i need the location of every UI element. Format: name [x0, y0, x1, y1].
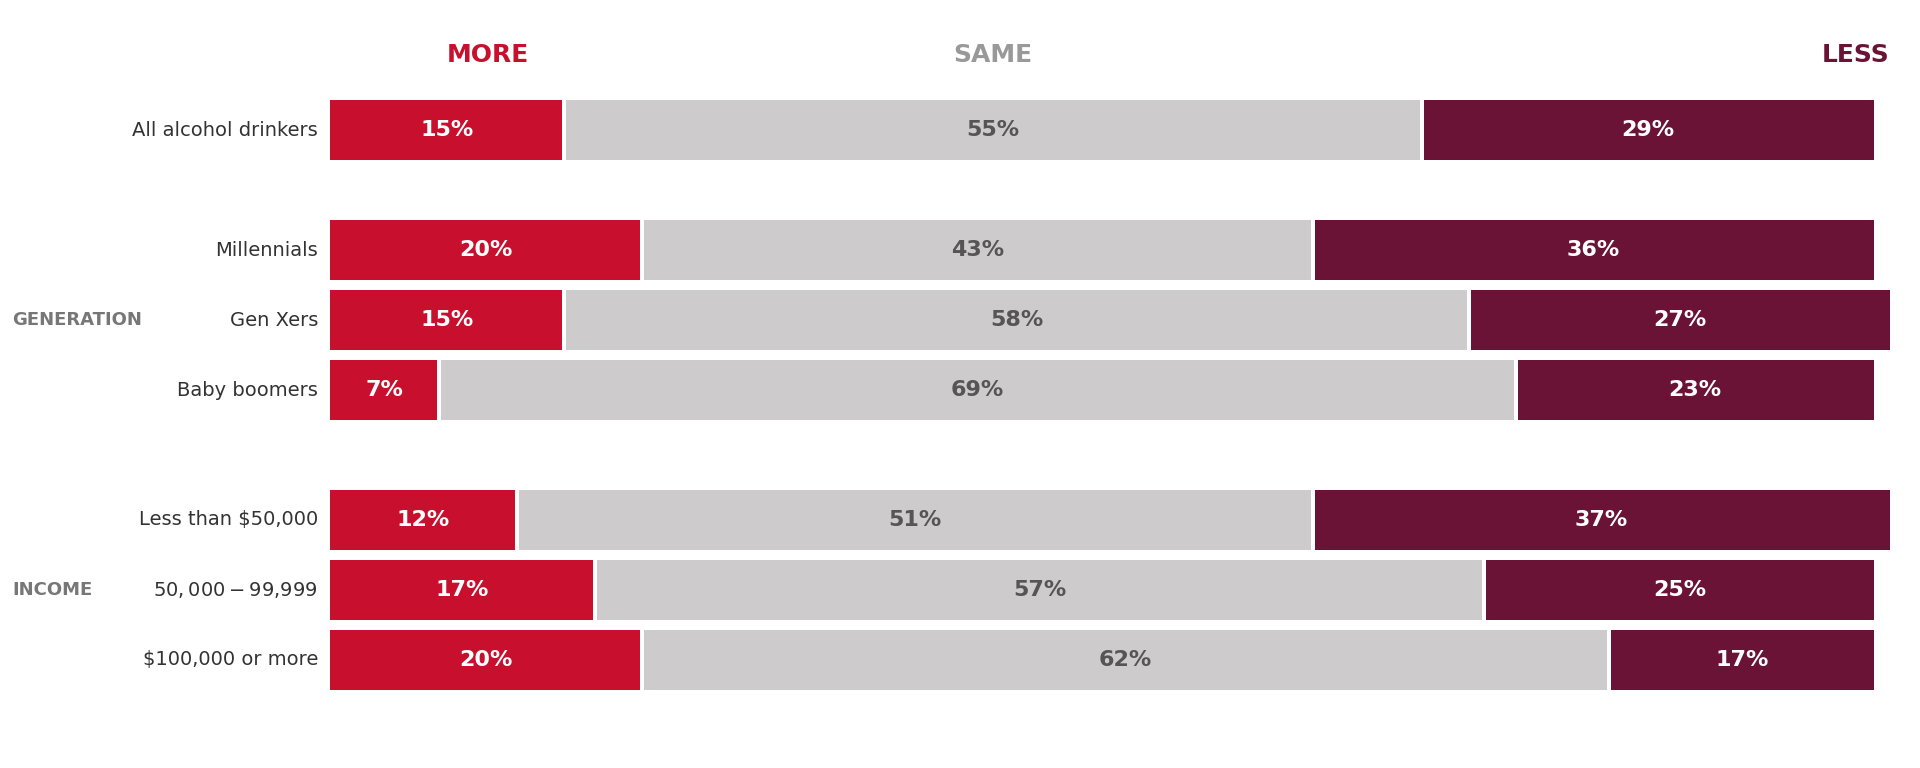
- Text: 12%: 12%: [397, 510, 449, 530]
- Bar: [1467, 290, 1471, 350]
- Text: MORE: MORE: [447, 43, 530, 67]
- Bar: [1513, 360, 1517, 420]
- Text: 15%: 15%: [420, 310, 474, 330]
- Text: 25%: 25%: [1653, 580, 1707, 600]
- Text: 43%: 43%: [950, 240, 1004, 260]
- Text: Millennials: Millennials: [215, 240, 319, 260]
- Text: 29%: 29%: [1622, 120, 1674, 140]
- Text: 51%: 51%: [889, 510, 941, 530]
- Text: Gen Xers: Gen Xers: [230, 310, 319, 329]
- Bar: [1421, 100, 1425, 160]
- Text: 69%: 69%: [950, 380, 1004, 400]
- Bar: [1607, 630, 1611, 690]
- Bar: [516, 490, 1313, 550]
- Text: 7%: 7%: [365, 380, 403, 400]
- Bar: [563, 290, 566, 350]
- Text: 36%: 36%: [1567, 240, 1620, 260]
- Bar: [1515, 360, 1874, 420]
- Text: 57%: 57%: [1014, 580, 1066, 600]
- Bar: [515, 490, 518, 550]
- Text: 17%: 17%: [1715, 650, 1768, 670]
- Bar: [564, 290, 1469, 350]
- Bar: [1313, 220, 1874, 280]
- Text: 55%: 55%: [966, 120, 1020, 140]
- Text: 58%: 58%: [991, 310, 1043, 330]
- Text: 17%: 17%: [436, 580, 490, 600]
- Bar: [330, 100, 564, 160]
- Bar: [1609, 630, 1874, 690]
- Text: 20%: 20%: [459, 240, 513, 260]
- Bar: [641, 630, 1609, 690]
- Bar: [639, 630, 643, 690]
- Bar: [1311, 220, 1315, 280]
- Bar: [593, 560, 597, 620]
- Bar: [1313, 490, 1889, 550]
- Text: $100,000 or more: $100,000 or more: [142, 650, 319, 670]
- Text: 37%: 37%: [1574, 510, 1628, 530]
- Bar: [641, 220, 1313, 280]
- Bar: [1423, 100, 1874, 160]
- Bar: [440, 360, 1515, 420]
- Bar: [563, 100, 566, 160]
- Text: 23%: 23%: [1668, 380, 1722, 400]
- Text: 15%: 15%: [420, 120, 474, 140]
- Bar: [1482, 560, 1486, 620]
- Bar: [330, 490, 516, 550]
- Bar: [1469, 290, 1889, 350]
- Bar: [330, 630, 641, 690]
- Text: SAME: SAME: [954, 43, 1033, 67]
- Text: LESS: LESS: [1822, 43, 1889, 67]
- Text: 62%: 62%: [1098, 650, 1152, 670]
- Text: GENERATION: GENERATION: [12, 311, 142, 329]
- Bar: [330, 560, 595, 620]
- Text: Baby boomers: Baby boomers: [177, 380, 319, 399]
- Bar: [595, 560, 1484, 620]
- Text: All alcohol drinkers: All alcohol drinkers: [132, 121, 319, 140]
- Text: 27%: 27%: [1653, 310, 1707, 330]
- Bar: [330, 360, 440, 420]
- Text: INCOME: INCOME: [12, 581, 92, 599]
- Text: Less than $50,000: Less than $50,000: [138, 511, 319, 529]
- Bar: [1484, 560, 1874, 620]
- Bar: [330, 290, 564, 350]
- Bar: [330, 220, 641, 280]
- Bar: [564, 100, 1423, 160]
- Bar: [438, 360, 442, 420]
- Bar: [1311, 490, 1315, 550]
- Text: $50,000-$99,999: $50,000-$99,999: [154, 580, 319, 600]
- Bar: [639, 220, 643, 280]
- Text: 20%: 20%: [459, 650, 513, 670]
